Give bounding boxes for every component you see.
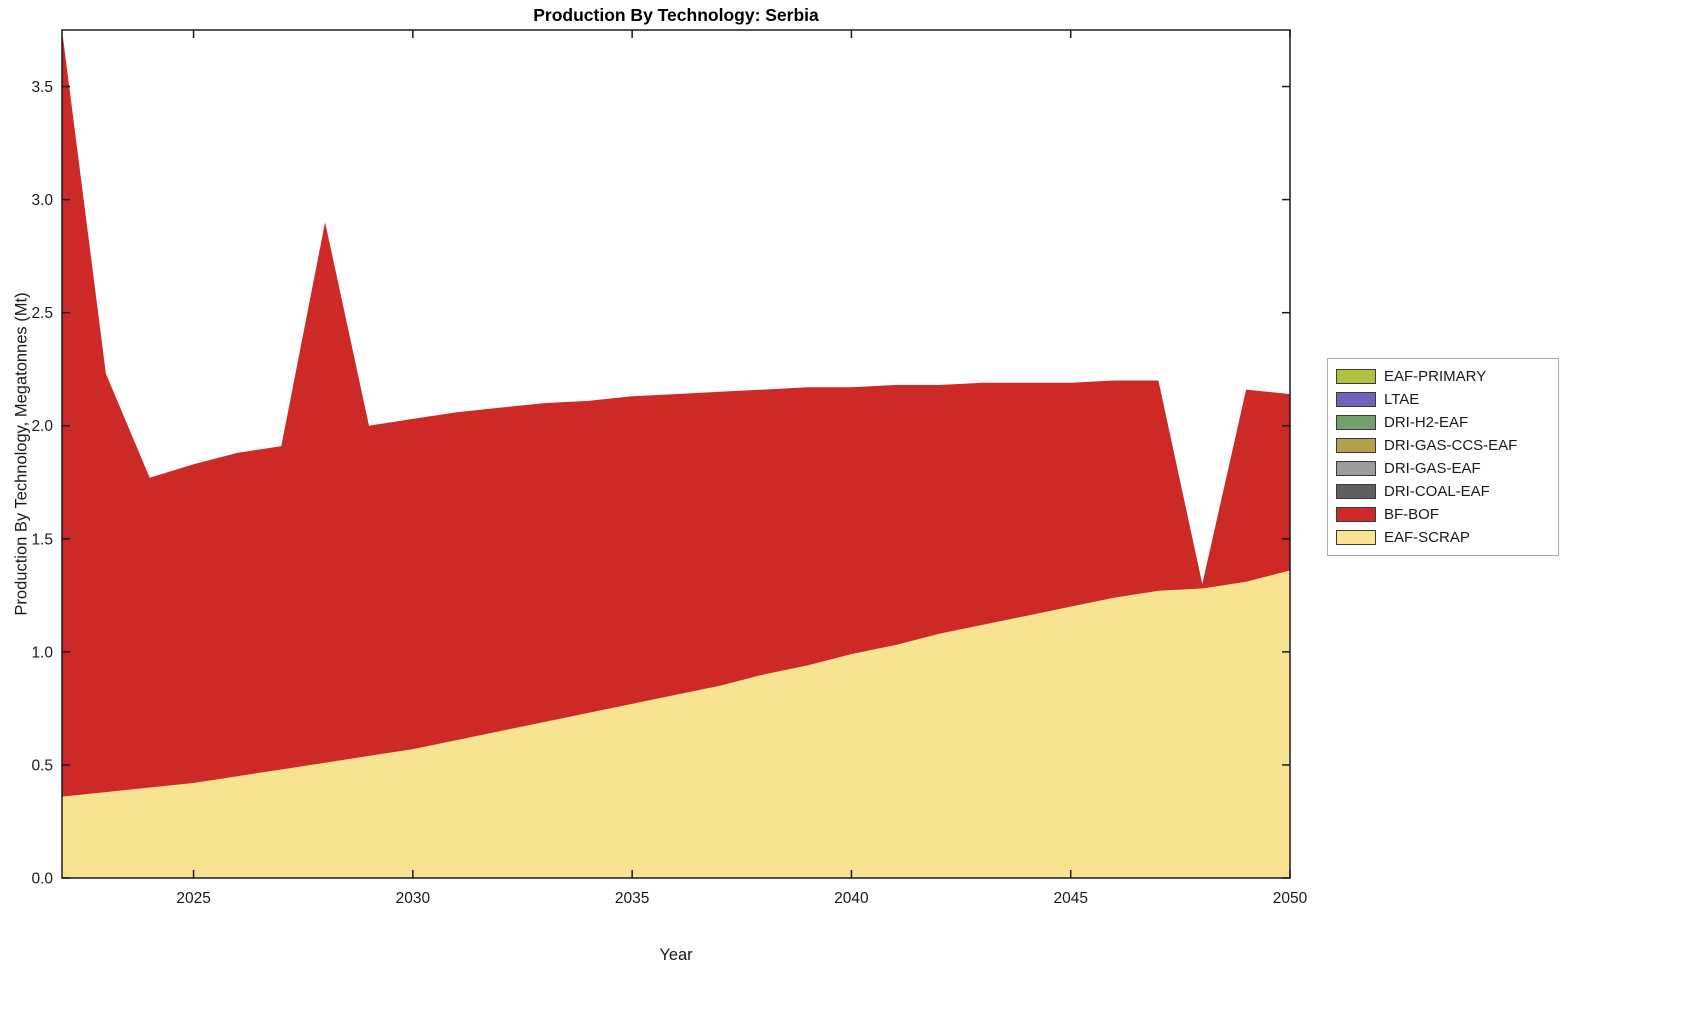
legend-item: LTAE <box>1336 388 1550 411</box>
x-tick-label: 2035 <box>615 890 649 907</box>
legend: EAF-PRIMARY LTAE DRI-H2-EAF DRI-GAS-CCS-EAF… <box>1327 358 1559 556</box>
legend-label: DRI-GAS-EAF <box>1384 460 1481 477</box>
y-tick-label: 1.0 <box>31 644 53 661</box>
legend-label: DRI-GAS-CCS-EAF <box>1384 437 1518 454</box>
legend-swatch <box>1336 392 1376 407</box>
legend-swatch <box>1336 438 1376 453</box>
legend-item: BF-BOF <box>1336 503 1550 526</box>
legend-label: EAF-SCRAP <box>1384 529 1470 546</box>
y-tick-label: 2.5 <box>31 305 53 322</box>
legend-swatch <box>1336 415 1376 430</box>
legend-label: BF-BOF <box>1384 506 1439 523</box>
y-tick-label: 1.5 <box>31 531 53 548</box>
legend-label: DRI-COAL-EAF <box>1384 483 1490 500</box>
y-axis-label: Production By Technology, Megatonnes (Mt… <box>12 292 31 616</box>
legend-swatch <box>1336 530 1376 545</box>
legend-swatch <box>1336 484 1376 499</box>
y-tick-label: 0.5 <box>31 757 53 774</box>
legend-swatch <box>1336 461 1376 476</box>
y-tick-label: 0.0 <box>31 871 53 888</box>
legend-item: DRI-GAS-CCS-EAF <box>1336 434 1550 457</box>
legend-swatch <box>1336 507 1376 522</box>
y-tick-label: 3.5 <box>31 79 53 96</box>
legend-label: DRI-H2-EAF <box>1384 414 1469 431</box>
legend-item: EAF-SCRAP <box>1336 526 1550 549</box>
y-tick-label: 3.0 <box>31 192 53 209</box>
legend-item: DRI-H2-EAF <box>1336 411 1550 434</box>
x-tick-label: 2030 <box>396 890 431 907</box>
x-tick-label: 2050 <box>1273 890 1308 907</box>
legend-item: EAF-PRIMARY <box>1336 365 1550 388</box>
legend-label: EAF-PRIMARY <box>1384 368 1487 385</box>
legend-label: LTAE <box>1384 391 1420 408</box>
y-tick-label: 2.0 <box>31 418 53 435</box>
legend-item: DRI-COAL-EAF <box>1336 480 1550 503</box>
legend-item: DRI-GAS-EAF <box>1336 457 1550 480</box>
x-tick-label: 2040 <box>834 890 869 907</box>
x-tick-label: 2025 <box>176 890 210 907</box>
legend-swatch <box>1336 369 1376 384</box>
chart-title: Production By Technology: Serbia <box>533 5 819 25</box>
x-tick-label: 2045 <box>1053 890 1087 907</box>
x-axis-label: Year <box>659 946 693 964</box>
